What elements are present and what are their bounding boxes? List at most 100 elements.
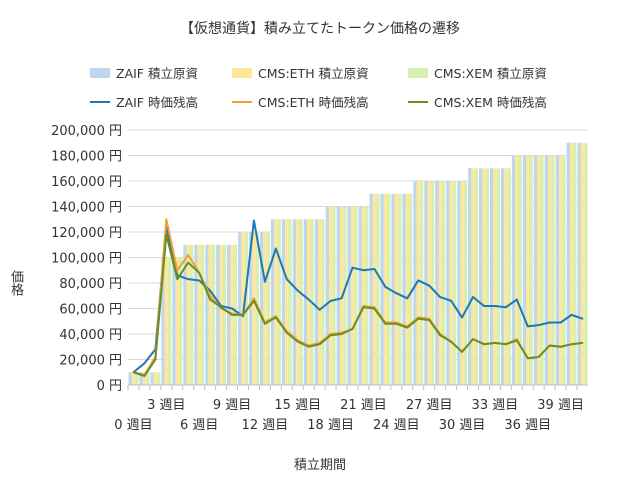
- line-point: [329, 300, 332, 302]
- line-point: [296, 340, 299, 343]
- line-point: [439, 334, 441, 337]
- line-point: [264, 323, 266, 325]
- line-point: [209, 298, 211, 301]
- line-point: [581, 342, 584, 344]
- bar: [343, 206, 347, 385]
- line-point: [264, 280, 266, 283]
- x-tick-label: 30 週目: [439, 418, 486, 433]
- bar: [252, 232, 256, 385]
- line-point: [253, 219, 255, 222]
- line-series: [132, 219, 583, 374]
- line-point: [231, 314, 233, 316]
- y-tick-label: 60,000 円: [59, 303, 122, 318]
- bar: [142, 372, 147, 385]
- x-tick-label: 3 週目: [147, 398, 185, 413]
- bar: [216, 244, 220, 385]
- x-tick-label: 12 週目: [242, 418, 289, 433]
- line-point: [296, 289, 299, 292]
- bar: [507, 168, 511, 385]
- legend-label: ZAIF 時価残高: [116, 95, 198, 110]
- x-tick-label: 9 週目: [213, 398, 251, 413]
- bar: [413, 181, 417, 385]
- bar: [496, 168, 500, 385]
- bar: [277, 219, 281, 385]
- line-point: [176, 278, 179, 280]
- bar: [205, 244, 209, 385]
- line-point: [505, 306, 507, 309]
- line-point: [362, 306, 365, 309]
- bar: [391, 193, 395, 385]
- x-tick-label: 18 週目: [307, 418, 354, 433]
- line-point: [472, 296, 474, 298]
- line-point: [526, 357, 529, 360]
- bar: [559, 155, 563, 385]
- bar: [449, 181, 453, 385]
- bar: [219, 244, 223, 385]
- line-point: [461, 316, 463, 319]
- bar: [430, 181, 435, 385]
- legend-label: ZAIF 積立原資: [116, 66, 198, 81]
- line-point: [253, 300, 255, 302]
- bar: [249, 232, 253, 385]
- bar: [172, 257, 176, 385]
- y-tick-label: 180,000 円: [51, 150, 122, 165]
- line-point: [132, 371, 135, 374]
- bar: [380, 193, 384, 385]
- bar: [135, 372, 139, 385]
- bar: [515, 155, 519, 385]
- legend-swatch: [90, 100, 110, 103]
- y-tick-label: 140,000 円: [51, 201, 122, 216]
- bar: [266, 232, 270, 385]
- bar: [281, 219, 286, 385]
- x-tick-label: 27 週目: [406, 398, 453, 413]
- line-point: [307, 298, 310, 301]
- x-tick-label: 6 週目: [180, 418, 218, 433]
- line-point: [395, 292, 398, 295]
- bar: [460, 181, 464, 385]
- bar: [402, 193, 406, 385]
- line-point: [494, 342, 496, 344]
- line-point: [516, 298, 518, 301]
- x-tick-label: 36 週目: [504, 418, 551, 433]
- line-point: [548, 321, 551, 324]
- bar: [361, 206, 366, 385]
- line-point: [165, 233, 168, 236]
- bar: [186, 244, 190, 385]
- x-tick-label: 0 週目: [114, 418, 152, 433]
- bar: [175, 257, 179, 385]
- line-point: [231, 307, 233, 310]
- y-tick-label: 40,000 円: [59, 328, 122, 343]
- line-point: [253, 297, 255, 300]
- bar: [463, 181, 468, 385]
- bar: [318, 219, 322, 385]
- bar: [365, 206, 369, 385]
- bar: [358, 206, 362, 385]
- bar: [504, 168, 508, 385]
- bar: [398, 193, 402, 385]
- bar: [522, 155, 527, 385]
- bar: [321, 219, 325, 385]
- bar: [329, 206, 333, 385]
- line-point: [461, 351, 463, 353]
- line-point: [483, 343, 485, 346]
- legend-item: CMS:XEM 積立原資: [408, 63, 547, 82]
- legend-item: CMS:ETH 積立原資: [232, 63, 369, 82]
- line-point: [537, 356, 540, 358]
- line-point: [286, 331, 288, 334]
- line-point: [329, 334, 332, 337]
- line-point: [417, 279, 420, 282]
- y-tick-label: 80,000 円: [59, 277, 122, 292]
- y-tick-label: 20,000 円: [59, 354, 122, 369]
- line-point: [187, 261, 190, 264]
- bar: [347, 206, 351, 385]
- legend-label: CMS:ETH 積立原資: [258, 66, 369, 81]
- bar: [569, 142, 574, 385]
- bar: [139, 372, 143, 385]
- line-point: [483, 305, 485, 307]
- bar: [489, 168, 494, 385]
- bar: [153, 372, 158, 385]
- bar: [227, 244, 231, 385]
- line-point: [472, 338, 474, 340]
- line-point: [154, 358, 157, 361]
- legend-item: ZAIF 積立原資: [90, 63, 198, 82]
